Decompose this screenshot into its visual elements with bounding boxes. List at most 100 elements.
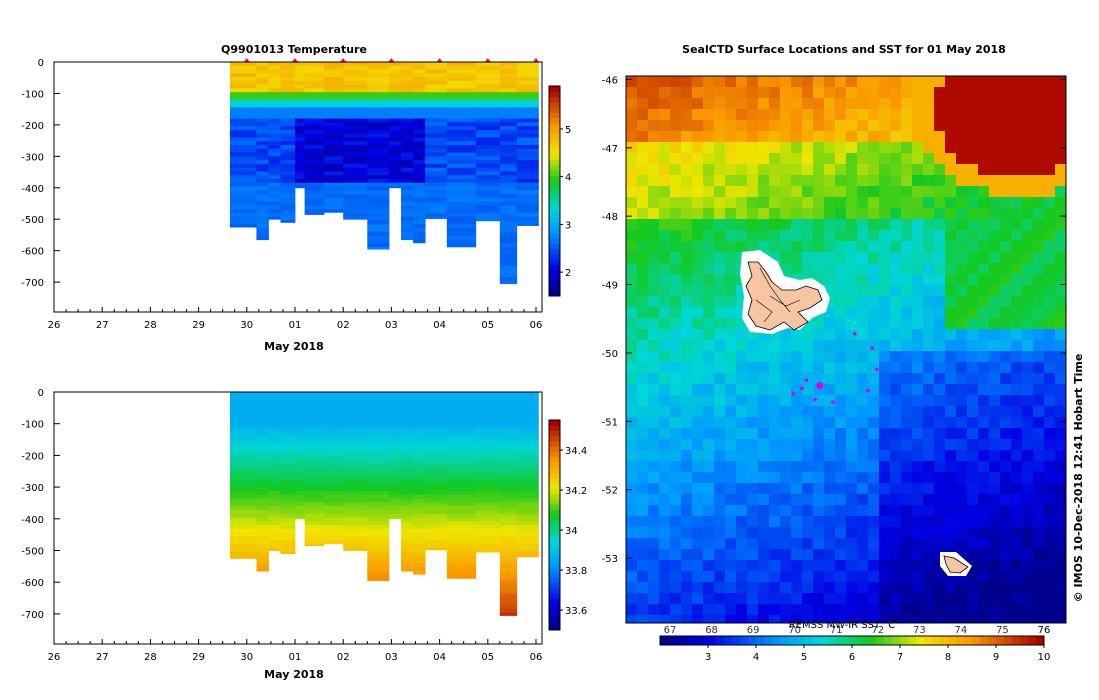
sst-cell xyxy=(758,197,770,209)
sst-cell xyxy=(835,483,847,495)
sst-cell xyxy=(802,527,814,539)
sst-cell xyxy=(868,384,880,396)
sst-cell xyxy=(989,285,1001,297)
sst-cell xyxy=(637,527,649,539)
sst-cell xyxy=(725,164,737,176)
temperature-cell xyxy=(401,137,414,142)
salinity-cell xyxy=(323,513,344,518)
sst-cell xyxy=(692,373,704,385)
sst-cell xyxy=(1033,538,1045,550)
sst-cell xyxy=(802,505,814,517)
sst-cell xyxy=(923,549,935,561)
sst-cell xyxy=(769,164,781,176)
sst-cell xyxy=(945,329,957,341)
sst-cell xyxy=(1022,263,1034,275)
temperature-cell xyxy=(256,178,269,184)
sst-cell xyxy=(791,593,803,605)
sst-cell xyxy=(945,340,957,352)
salinity-cell xyxy=(425,449,448,454)
temperature-cell xyxy=(323,95,344,101)
salinity-cell xyxy=(413,521,426,526)
sst-cell xyxy=(725,318,737,330)
sst-cell xyxy=(824,604,836,616)
sst-cell xyxy=(912,87,924,99)
sst-cell xyxy=(978,538,990,550)
sst-cell xyxy=(956,219,968,231)
salinity-cell xyxy=(446,502,477,507)
sst-cell xyxy=(813,131,825,143)
temperature-cell xyxy=(413,69,426,74)
salinity-cell xyxy=(229,399,257,404)
sst-cell xyxy=(1022,351,1034,363)
sst-cell xyxy=(835,417,847,429)
temperature-cell xyxy=(323,209,344,213)
temperature-cell xyxy=(268,156,281,161)
sst-cell xyxy=(747,76,759,88)
colorbar-tick-label: 4 xyxy=(565,173,571,184)
colorbar-swatch xyxy=(549,238,560,244)
sst-cell xyxy=(945,175,957,187)
salinity-cell xyxy=(401,449,414,454)
sst-cell xyxy=(901,197,913,209)
sst-cell xyxy=(978,384,990,396)
salinity-cell xyxy=(499,593,518,598)
sst-cell xyxy=(989,428,1001,440)
sst-cell xyxy=(802,373,814,385)
sst-cell xyxy=(1033,131,1045,143)
temperature-cell xyxy=(280,118,296,123)
salinity-cell xyxy=(280,544,296,549)
sst-cell xyxy=(1011,505,1023,517)
temperature-cell xyxy=(295,141,306,146)
salinity-cell xyxy=(256,411,269,416)
salinity-cell xyxy=(425,468,448,473)
sst-cell xyxy=(934,186,946,198)
salinity-cell xyxy=(425,445,448,450)
sst-cell xyxy=(813,76,825,88)
sst-cell xyxy=(912,98,924,110)
sst-cell xyxy=(659,373,671,385)
sst-cell xyxy=(923,131,935,143)
temperature-cell xyxy=(499,103,518,108)
sst-cell xyxy=(901,527,913,539)
sst-cell xyxy=(670,296,682,308)
sst-cell xyxy=(846,362,858,374)
temperature-cell xyxy=(304,80,325,86)
temperature-cell xyxy=(446,190,477,195)
sst-cell xyxy=(637,461,649,473)
sst-cell xyxy=(978,450,990,462)
salinity-cell xyxy=(475,540,501,545)
sst-cell xyxy=(857,175,869,187)
colorbar-swatch xyxy=(549,227,560,234)
sst-cell xyxy=(846,516,858,528)
sst-cell xyxy=(857,219,869,231)
salinity-cell xyxy=(446,422,477,427)
salinity-cell xyxy=(413,426,426,431)
colorbar-swatch xyxy=(549,530,560,536)
sst-cell xyxy=(659,98,671,110)
sst-cell xyxy=(802,142,814,154)
salinity-cell xyxy=(304,395,325,401)
sst-cell xyxy=(769,87,781,99)
sst-cell xyxy=(648,384,660,396)
sst-cell xyxy=(703,615,715,624)
y-tick-label: 0 xyxy=(38,58,44,69)
sst-cell xyxy=(714,406,726,418)
sst-cell xyxy=(978,439,990,451)
sst-cell xyxy=(1033,208,1045,220)
salinity-cell xyxy=(280,513,296,518)
sst-cell xyxy=(956,351,968,363)
temperature-cell xyxy=(475,133,501,138)
colorbar-swatch xyxy=(812,636,821,645)
sst-cell xyxy=(934,263,946,275)
salinity-cell xyxy=(323,536,344,541)
salinity-cell xyxy=(413,414,426,420)
colorbar-swatch xyxy=(549,498,560,505)
salinity-cell xyxy=(388,403,402,408)
sst-cell xyxy=(626,549,638,561)
temperature-cell xyxy=(343,171,368,176)
sst-cell xyxy=(868,76,880,88)
temperature-cell xyxy=(401,133,414,138)
salinity-cell xyxy=(304,536,325,541)
sst-cell xyxy=(626,351,638,363)
sst-cell xyxy=(692,450,704,462)
